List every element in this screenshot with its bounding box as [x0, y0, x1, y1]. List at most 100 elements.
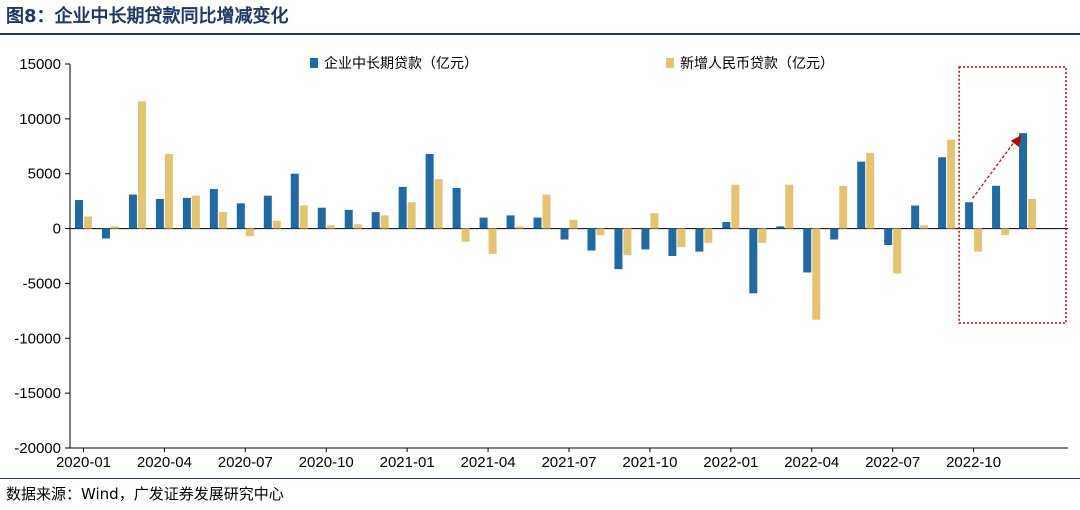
bar-new-rmb-loan-2021-07 [569, 219, 578, 229]
bar-enterprise-mlt-loan-2020-01 [74, 200, 83, 229]
bar-enterprise-mlt-loan-2022-06 [857, 161, 866, 229]
x-tick-label: 2020-07 [218, 454, 273, 470]
bar-enterprise-mlt-loan-2021-03 [452, 187, 461, 229]
bar-enterprise-mlt-loan-2021-09 [614, 228, 623, 270]
y-tick-label: -15000 [14, 385, 61, 402]
bar-new-rmb-loan-2021-02 [434, 179, 443, 229]
legend-label: 企业中长期贷款（亿元） [324, 55, 478, 72]
bar-enterprise-mlt-loan-2022-09 [938, 157, 947, 229]
bar-new-rmb-loan-2022-01 [731, 184, 740, 229]
bar-new-rmb-loan-2020-07 [245, 228, 254, 237]
bar-new-rmb-loan-2022-06 [866, 152, 875, 229]
bar-new-rmb-loan-2021-05 [515, 226, 524, 229]
x-tick-label: 2022-04 [784, 454, 839, 470]
trend-arrow-line [972, 139, 1017, 199]
bar-enterprise-mlt-loan-2022-05 [830, 228, 839, 240]
y-tick-label: 15000 [19, 56, 61, 73]
bar-new-rmb-loan-2022-07 [893, 228, 902, 274]
bar-new-rmb-loan-2022-11 [1001, 228, 1010, 236]
bar-new-rmb-loan-2021-11 [677, 228, 686, 248]
bar-enterprise-mlt-loan-2021-11 [668, 228, 677, 256]
bar-enterprise-mlt-loan-2020-07 [236, 203, 245, 229]
x-tick-label: 2021-10 [622, 454, 677, 470]
bar-enterprise-mlt-loan-2022-07 [884, 228, 893, 246]
bar-new-rmb-loan-2021-03 [461, 228, 470, 242]
bar-enterprise-mlt-loan-2021-01 [398, 186, 407, 229]
title-rule [0, 33, 1080, 35]
bar-enterprise-mlt-loan-2020-09 [290, 173, 299, 229]
chart-annotations [958, 66, 1067, 324]
x-tick-label: 2022-07 [865, 454, 920, 470]
bar-enterprise-mlt-loan-2022-02 [749, 228, 758, 294]
bar-new-rmb-loan-2021-04 [488, 228, 497, 254]
bar-enterprise-mlt-loan-2020-04 [155, 198, 164, 229]
legend-label: 新增人民币贷款（亿元） [680, 56, 834, 72]
bar-enterprise-mlt-loan-2020-10 [317, 207, 326, 229]
bar-new-rmb-loan-2022-08 [920, 225, 929, 229]
bar-enterprise-mlt-loan-2020-08 [263, 195, 272, 229]
bar-enterprise-mlt-loan-2021-06 [533, 217, 542, 229]
bar-new-rmb-loan-2022-02 [758, 228, 767, 243]
bar-new-rmb-loan-2020-12 [380, 215, 389, 229]
bar-enterprise-mlt-loan-2022-01 [722, 221, 731, 229]
bar-new-rmb-loan-2022-12 [1028, 198, 1037, 229]
y-tick-label: 5000 [28, 166, 61, 183]
bar-enterprise-mlt-loan-2020-03 [128, 194, 137, 229]
bar-new-rmb-loan-2020-02 [110, 226, 119, 229]
bar-new-rmb-loan-2020-05 [191, 195, 200, 229]
bar-enterprise-mlt-loan-2021-10 [641, 228, 650, 250]
trend-arrow-head [1010, 135, 1022, 147]
bar-enterprise-mlt-loan-2022-12 [1019, 133, 1028, 229]
legend-swatch [666, 58, 674, 68]
bar-new-rmb-loan-2020-10 [326, 225, 335, 229]
bar-enterprise-mlt-loan-2022-10 [965, 202, 974, 229]
bar-new-rmb-loan-2021-10 [650, 213, 659, 229]
bar-enterprise-mlt-loan-2020-12 [371, 212, 380, 229]
x-tick-label: 2021-04 [461, 454, 516, 470]
bar-new-rmb-loan-2020-01 [83, 216, 92, 229]
bar-new-rmb-loan-2022-05 [839, 185, 848, 229]
y-tick-label: 0 [53, 221, 61, 238]
bar-enterprise-mlt-loan-2020-11 [344, 209, 353, 229]
y-tick-label: 10000 [19, 111, 61, 128]
bar-new-rmb-loan-2020-11 [353, 224, 362, 229]
x-tick-label: 2020-04 [137, 454, 192, 470]
bar-enterprise-mlt-loan-2022-11 [992, 185, 1001, 229]
bar-new-rmb-loan-2022-03 [785, 184, 794, 229]
chart-legend: 企业中长期贷款（亿元） 新增人民币贷款（亿元） [310, 55, 834, 72]
highlight-box [958, 66, 1067, 324]
chart-bars [74, 101, 1037, 320]
bar-enterprise-mlt-loan-2022-04 [803, 228, 812, 273]
bar-new-rmb-loan-2020-08 [272, 220, 281, 229]
bar-enterprise-mlt-loan-2021-12 [695, 228, 704, 252]
bar-enterprise-mlt-loan-2021-02 [425, 153, 434, 229]
chart-axes: 150001000050000-5000-10000-15000-2000020… [14, 56, 1068, 470]
bar-enterprise-mlt-loan-2021-08 [587, 228, 596, 251]
source-rule [0, 478, 1080, 479]
bar-new-rmb-loan-2020-06 [218, 212, 227, 229]
x-tick-label: 2021-07 [541, 454, 596, 470]
x-tick-label: 2022-10 [946, 454, 1001, 470]
bar-new-rmb-loan-2021-01 [407, 202, 416, 229]
source-note: 数据来源：Wind，广发证券发展研究中心 [6, 485, 284, 503]
bar-enterprise-mlt-loan-2022-03 [776, 226, 785, 229]
x-tick-label: 2020-10 [299, 454, 354, 470]
bar-new-rmb-loan-2022-04 [812, 228, 821, 320]
bar-enterprise-mlt-loan-2021-04 [479, 217, 488, 229]
bar-new-rmb-loan-2020-03 [137, 101, 146, 229]
bar-new-rmb-loan-2021-12 [704, 228, 713, 243]
bar-chart: 150001000050000-5000-10000-15000-2000020… [14, 55, 1068, 470]
figure-title: 图8：企业中长期贷款同比增减变化 [6, 6, 289, 27]
bar-enterprise-mlt-loan-2020-05 [182, 197, 191, 229]
bar-new-rmb-loan-2020-04 [164, 153, 173, 229]
bar-enterprise-mlt-loan-2020-06 [209, 189, 218, 229]
bar-enterprise-mlt-loan-2022-08 [911, 205, 920, 229]
bar-new-rmb-loan-2021-09 [623, 228, 632, 255]
bar-new-rmb-loan-2021-08 [596, 228, 605, 236]
x-tick-label: 2022-01 [703, 454, 758, 470]
bar-new-rmb-loan-2020-09 [299, 205, 308, 229]
bar-new-rmb-loan-2022-10 [974, 228, 983, 252]
x-tick-label: 2021-01 [380, 454, 435, 470]
y-tick-label: -5000 [23, 275, 61, 292]
bar-enterprise-mlt-loan-2021-05 [506, 215, 515, 229]
